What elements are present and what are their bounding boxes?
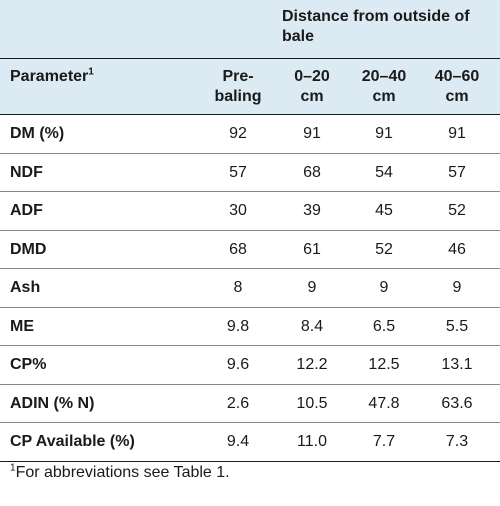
table-row: ADF 30 39 45 52 xyxy=(0,192,500,231)
value-cell: 8 xyxy=(233,279,243,296)
value-cell: 46 xyxy=(448,240,466,258)
parameter-cell: ME xyxy=(10,317,34,335)
table-row: CP% 9.6 12.2 12.5 13.1 xyxy=(0,346,500,385)
column-header-0-20: 0–20 cm xyxy=(278,67,346,107)
table-body: DM (%) 92 91 91 91 NDF 57 68 54 57 ADF 30 39 45 52 DMD 6… xyxy=(0,115,500,462)
column-header-line2: cm xyxy=(300,88,324,105)
value-cell: 57 xyxy=(229,163,247,181)
table-header: Distance from outside of bale Parameter1… xyxy=(0,0,500,115)
value-cell: 61 xyxy=(303,240,321,258)
parameter-cell: CP Available (%) xyxy=(10,433,135,450)
value-cell: 9 xyxy=(307,279,317,296)
value-cell: 52 xyxy=(375,240,393,258)
value-cell: 52 xyxy=(448,202,466,219)
table-row: CP Available (%) 9.4 11.0 7.7 7.3 xyxy=(0,423,500,462)
parameter-header-label: Parameter xyxy=(10,68,89,85)
table-row: NDF 57 68 54 57 xyxy=(0,154,500,192)
value-cell: 47.8 xyxy=(368,394,400,412)
header-group-row: Distance from outside of bale xyxy=(0,0,500,58)
parameter-column-header: Parameter1 xyxy=(10,67,94,87)
value-cell: 7.3 xyxy=(445,433,469,450)
value-cell: 11.0 xyxy=(297,433,327,450)
column-header-line1: 0–20 xyxy=(294,68,330,85)
value-cell: 92 xyxy=(229,125,247,142)
value-cell: 8.4 xyxy=(300,317,324,335)
parameter-cell: NDF xyxy=(10,163,43,181)
value-cell: 54 xyxy=(375,163,393,181)
footnote-text: For abbreviations see Table 1. xyxy=(15,464,230,481)
value-cell: 45 xyxy=(375,202,393,219)
column-header-line2: cm xyxy=(445,88,469,105)
value-cell: 12.5 xyxy=(368,356,400,373)
header-column-row: Parameter1 Pre-baling 0–20 cm 20–40 cm 40–… xyxy=(0,58,500,115)
column-header-40-60: 40–60 cm xyxy=(422,67,492,107)
table-row: Ash 8 9 9 9 xyxy=(0,269,500,308)
value-cell: 9 xyxy=(379,279,389,296)
table-row: DM (%) 92 91 91 91 xyxy=(0,115,500,154)
parameter-cell: DM (%) xyxy=(10,125,65,142)
column-header-prebaling: Pre-baling xyxy=(200,67,276,107)
value-cell: 39 xyxy=(303,202,321,219)
value-cell: 7.7 xyxy=(372,433,396,450)
parameter-cell: ADF xyxy=(10,202,43,219)
table-row: DMD 68 61 52 46 xyxy=(0,231,500,269)
value-cell: 2.6 xyxy=(226,394,250,412)
value-cell: 30 xyxy=(229,202,247,219)
column-header-line2: cm xyxy=(372,88,396,105)
value-cell: 6.5 xyxy=(372,317,396,335)
value-cell: 91 xyxy=(375,125,393,142)
value-cell: 10.5 xyxy=(296,394,328,412)
value-cell: 91 xyxy=(303,125,321,142)
value-cell: 12.2 xyxy=(296,356,328,373)
column-header-line1: 40–60 xyxy=(434,68,480,85)
column-header-line1: 20–40 xyxy=(361,68,407,85)
parameter-cell: DMD xyxy=(10,240,47,258)
column-header-line1: Pre- xyxy=(222,68,254,85)
parameter-cell: Ash xyxy=(10,279,41,296)
footnote-marker: 1 xyxy=(10,462,16,474)
table-footnote: 1For abbreviations see Table 1. xyxy=(10,463,230,483)
column-header-line2: baling xyxy=(214,88,262,105)
value-cell: 91 xyxy=(448,125,466,142)
table-row: ADIN (% N) 2.6 10.5 47.8 63.6 xyxy=(0,385,500,423)
data-table: Distance from outside of bale Parameter1… xyxy=(0,0,500,462)
value-cell: 5.5 xyxy=(445,317,469,335)
parameter-footnote-marker: 1 xyxy=(88,66,94,78)
parameter-cell: CP% xyxy=(10,356,47,373)
value-cell: 68 xyxy=(229,240,247,258)
distance-group-label: Distance from outside of bale xyxy=(282,8,470,45)
value-cell: 57 xyxy=(448,163,466,181)
value-cell: 63.6 xyxy=(441,394,473,412)
value-cell: 68 xyxy=(303,163,321,181)
value-cell: 9.4 xyxy=(226,433,250,450)
column-header-20-40: 20–40 cm xyxy=(348,67,420,107)
table-row: ME 9.8 8.4 6.5 5.5 xyxy=(0,308,500,346)
parameter-cell: ADIN (% N) xyxy=(10,394,95,412)
value-cell: 9.6 xyxy=(226,356,250,373)
value-cell: 13.1 xyxy=(441,356,473,373)
value-cell: 9.8 xyxy=(226,317,250,335)
value-cell: 9 xyxy=(452,279,462,296)
